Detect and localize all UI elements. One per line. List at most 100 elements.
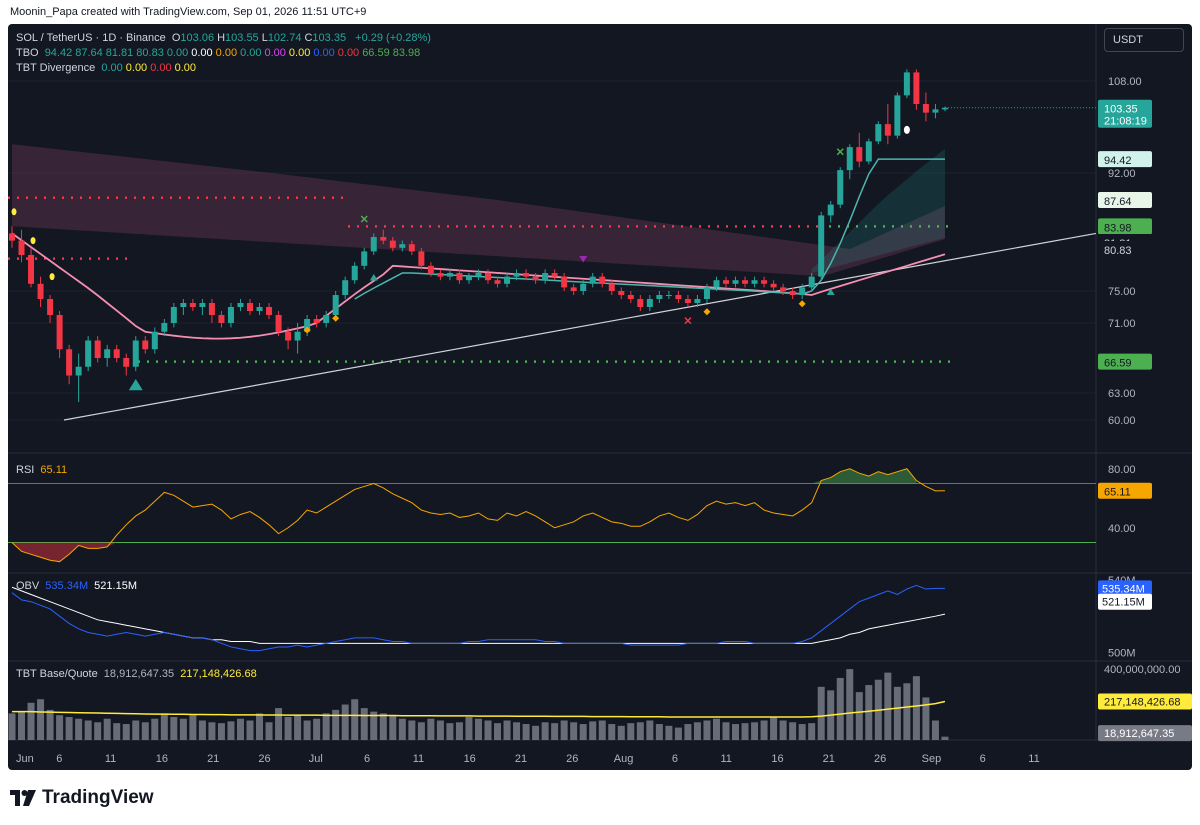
rsi-legend[interactable]: RSI 65.11 bbox=[16, 464, 70, 476]
rsi-axis-tick: 80.00 bbox=[1108, 464, 1136, 476]
tbo-value-0: 94.42 bbox=[44, 47, 73, 59]
tradingview-logo[interactable]: TradingView bbox=[10, 787, 154, 809]
candle-up bbox=[199, 303, 206, 307]
attribution-header: Moonin_Papa created with TradingView.com… bbox=[0, 0, 1200, 24]
candle-up bbox=[151, 331, 158, 350]
candle-down bbox=[142, 340, 149, 350]
last-price-label: 21:08:19 bbox=[1104, 116, 1147, 128]
candle-down bbox=[637, 299, 644, 307]
candle-up bbox=[351, 265, 358, 281]
candle-down bbox=[684, 299, 691, 303]
volume-bar bbox=[389, 715, 397, 740]
candle-up bbox=[75, 366, 82, 376]
volume-bar bbox=[370, 711, 378, 740]
candle-down bbox=[418, 251, 425, 266]
volume-bar bbox=[589, 721, 597, 740]
candle-down bbox=[427, 265, 434, 274]
time-axis-tick: 11 bbox=[1028, 753, 1039, 765]
tbo-label: TBO bbox=[16, 47, 39, 59]
chart-canvas[interactable]: 108.0092.0075.0071.0063.0060.00103.3521:… bbox=[8, 24, 1192, 770]
candle-up bbox=[132, 340, 139, 367]
ohlc-value-L: 102.74 bbox=[267, 32, 302, 44]
volume-bar bbox=[903, 683, 911, 740]
obv-ma-value: 521.15M bbox=[94, 580, 137, 592]
volume-bar bbox=[303, 720, 311, 740]
candle-down bbox=[189, 303, 196, 307]
candle-down bbox=[313, 319, 320, 323]
volume-bar bbox=[798, 724, 806, 740]
tbo-label-tag: 94.42 bbox=[1104, 155, 1132, 167]
candle-down bbox=[408, 244, 415, 252]
candle-down bbox=[570, 287, 577, 291]
time-axis-tick: Jul bbox=[309, 753, 323, 765]
divergence-legend[interactable]: TBT Divergence 0.00 0.00 0.00 0.00 bbox=[16, 62, 202, 74]
currency-selector[interactable]: USDT bbox=[1104, 28, 1184, 52]
candle-up bbox=[713, 280, 720, 288]
time-axis-tick: 16 bbox=[156, 753, 168, 765]
volume-bar bbox=[551, 723, 559, 740]
candle-down bbox=[437, 273, 444, 277]
tbo-value-7: 0.00 bbox=[240, 47, 262, 59]
divergence-diamond bbox=[332, 314, 340, 322]
buy-signal-marker bbox=[128, 379, 143, 391]
rsi-oversold-fill bbox=[12, 542, 117, 562]
volume-bar bbox=[684, 724, 692, 740]
tbo-fast-line bbox=[354, 158, 945, 300]
time-axis-tick: 6 bbox=[364, 753, 370, 765]
candle-up bbox=[894, 95, 901, 136]
candle-down bbox=[494, 280, 501, 284]
symbol-legend[interactable]: SOL / TetherUS · 1D · Binance O103.06 H10… bbox=[16, 32, 434, 44]
volume-bar bbox=[751, 722, 759, 740]
tbo-label-tag-bg bbox=[1098, 241, 1152, 258]
tbo-legend[interactable]: TBO 94.42 87.64 81.81 80.83 0.00 0.00 0.00 0.00… bbox=[16, 47, 426, 59]
volume-bar bbox=[446, 723, 454, 740]
volume-bar bbox=[398, 718, 406, 740]
candle-down bbox=[380, 237, 387, 241]
tbo-value-3: 80.83 bbox=[136, 47, 164, 59]
price-axis-tick: 108.00 bbox=[1108, 76, 1142, 88]
ohlc-key-H: H bbox=[217, 32, 226, 44]
rsi-axis-tick: 40.00 bbox=[1108, 523, 1136, 535]
volume-bar bbox=[132, 720, 140, 740]
chart-area[interactable]: 108.00 92.00 75.00 71.00 63.00 60.00 103.35 21:… bbox=[8, 24, 1192, 770]
price-axis-tick: 60.00 bbox=[1108, 415, 1136, 427]
time-axis-tick: 6 bbox=[56, 753, 62, 765]
candle-up bbox=[589, 276, 596, 284]
volume-bar bbox=[236, 718, 244, 740]
tbo-value-12: 66.59 bbox=[362, 47, 390, 59]
volume-bar bbox=[275, 708, 283, 740]
candle-down bbox=[523, 273, 530, 277]
candle-up bbox=[580, 283, 587, 291]
obv-legend[interactable]: OBV 535.34M 521.15M bbox=[16, 580, 140, 592]
candle-down bbox=[18, 240, 25, 256]
candle-down bbox=[47, 299, 54, 315]
volume-bar bbox=[617, 725, 625, 740]
volume-bar bbox=[122, 724, 130, 740]
tbo-label-tag: 87.64 bbox=[1104, 196, 1132, 208]
candle-down bbox=[532, 276, 539, 281]
volume-bar bbox=[179, 718, 187, 740]
volume-bar bbox=[160, 713, 168, 740]
ohlc-values: O103.06 H103.55 L102.74 C103.35 bbox=[172, 32, 349, 44]
time-axis-tick: 26 bbox=[874, 753, 886, 765]
volume-bar bbox=[313, 718, 321, 740]
volume-bar bbox=[846, 669, 854, 740]
volume-bar bbox=[855, 692, 863, 740]
volume-bar bbox=[417, 722, 425, 740]
volume-bar bbox=[836, 677, 844, 740]
last-price-label: 103.35 bbox=[1104, 104, 1138, 116]
buy-signal-marker bbox=[369, 274, 378, 281]
base-quote-axis-tick: 400,000,000.00 bbox=[1104, 664, 1180, 676]
volume-bar bbox=[598, 720, 606, 740]
volume-bar bbox=[198, 720, 206, 740]
price-change: +0.29 (+0.28%) bbox=[355, 32, 431, 44]
candle-down bbox=[723, 280, 729, 284]
volume-bar bbox=[865, 685, 873, 740]
divergence-diamond bbox=[303, 326, 311, 334]
volume-bar bbox=[789, 722, 797, 740]
volume-bar bbox=[560, 720, 568, 740]
obv-ma-value-tag: 521.15M bbox=[1102, 597, 1145, 609]
support-label-tag-bg bbox=[1098, 218, 1152, 235]
candle-down bbox=[275, 315, 282, 332]
base-quote-legend[interactable]: TBT Base/Quote 18,912,647.35 217,148,426… bbox=[16, 668, 260, 680]
